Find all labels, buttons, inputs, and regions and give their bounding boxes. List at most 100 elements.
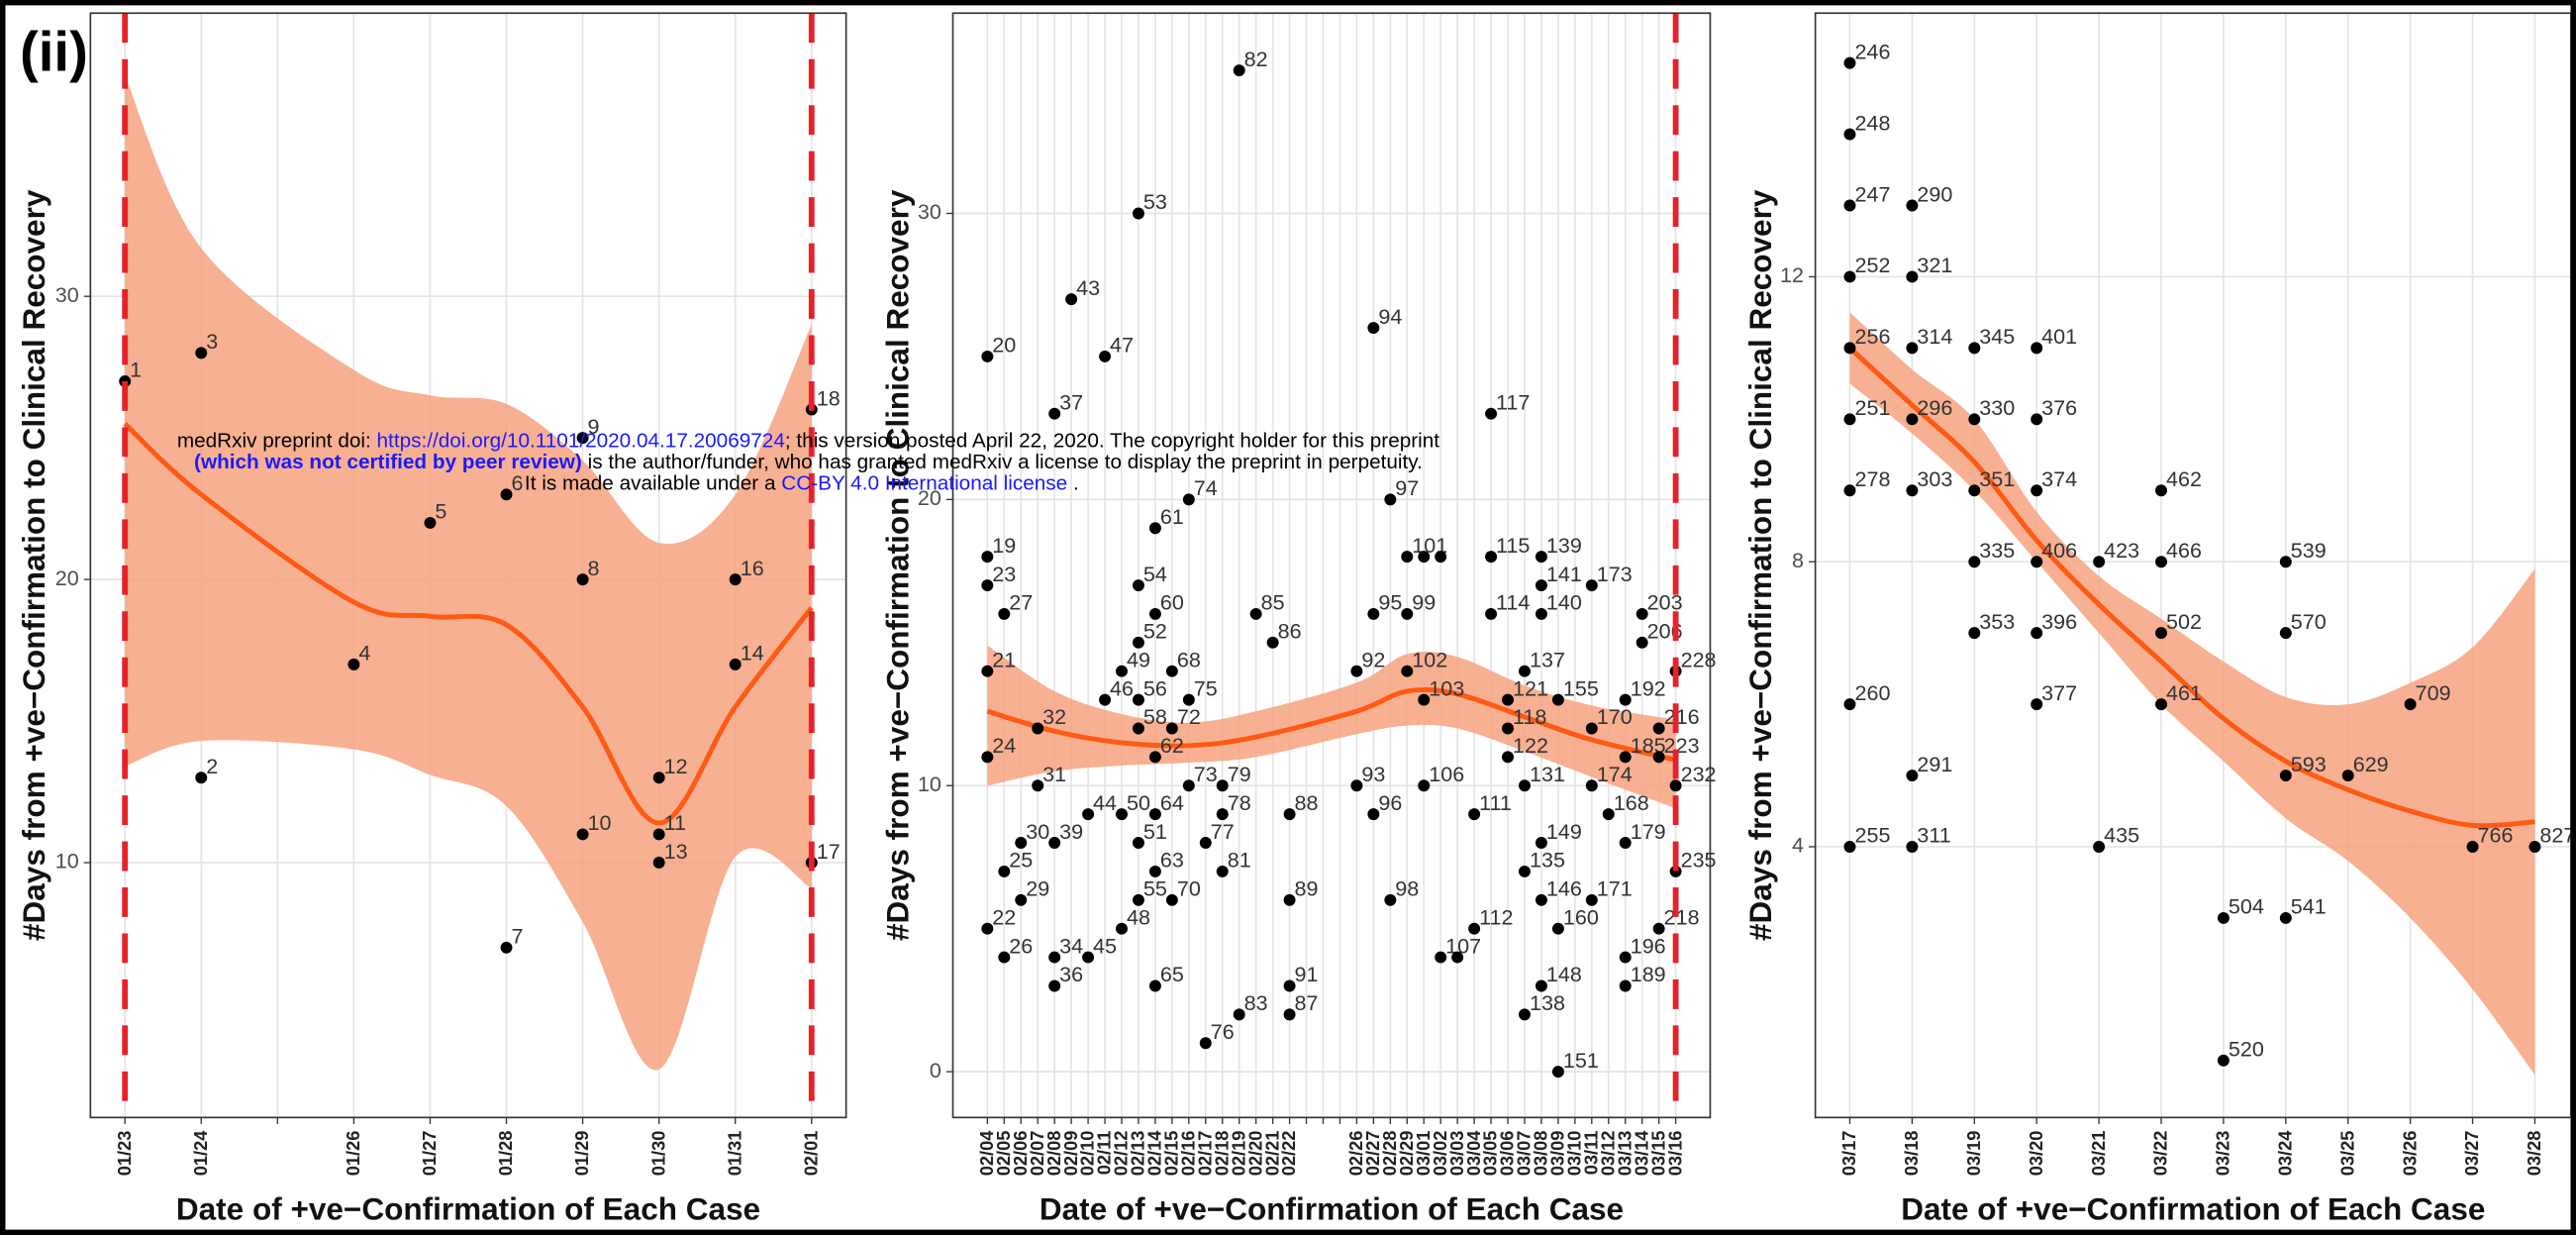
data-point bbox=[1165, 893, 1178, 906]
x-tick-label: 02/29 bbox=[1396, 1131, 1417, 1177]
point-label: 137 bbox=[1530, 647, 1565, 671]
x-tick-label: 01/29 bbox=[571, 1131, 592, 1177]
point-label: 52 bbox=[1143, 619, 1167, 644]
x-tick-label: 03/02 bbox=[1430, 1131, 1450, 1177]
point-label: 252 bbox=[1854, 253, 1890, 277]
point-label: 256 bbox=[1854, 324, 1890, 349]
point-label: 541 bbox=[2291, 894, 2327, 919]
x-tick-label: 02/09 bbox=[1060, 1131, 1081, 1177]
point-label: 216 bbox=[1664, 704, 1700, 729]
data-point bbox=[1485, 607, 1498, 620]
point-label: 5 bbox=[435, 499, 446, 524]
data-point bbox=[1669, 865, 1682, 877]
watermark-line: medRxiv preprint doi: https://doi.org/10… bbox=[177, 430, 1439, 453]
data-point bbox=[1132, 636, 1144, 649]
point-label: 58 bbox=[1143, 704, 1167, 729]
x-tick-label: 01/28 bbox=[495, 1131, 516, 1177]
confidence-band bbox=[987, 645, 1676, 809]
data-point bbox=[2217, 911, 2229, 924]
data-point bbox=[1843, 484, 1856, 497]
data-point bbox=[1367, 808, 1380, 821]
point-label: 30 bbox=[1026, 819, 1049, 844]
watermark-link[interactable]: CC-BY 4.0 International license bbox=[781, 472, 1067, 495]
data-point bbox=[729, 573, 742, 586]
point-label: 45 bbox=[1093, 933, 1117, 958]
point-label: 102 bbox=[1412, 647, 1447, 671]
data-point bbox=[1401, 607, 1414, 620]
panels: 01/23 01/24 01/26 01/27 01/28 01/29 01/30 01/31… bbox=[16, 12, 2575, 1226]
data-point bbox=[1148, 979, 1161, 992]
data-point bbox=[1968, 484, 1981, 497]
point-label: 2 bbox=[206, 754, 218, 778]
point-label: 345 bbox=[1979, 324, 2015, 349]
point-label: 50 bbox=[1127, 790, 1150, 815]
point-label: 36 bbox=[1059, 962, 1083, 986]
watermark-line: It is made available under a CC-BY 4.0 I… bbox=[525, 472, 1079, 495]
x-axis-title: Date of +ve−Confirmation of Each Case bbox=[176, 1190, 760, 1226]
y-axis-title: #Days from +ve−Confirmation to Clinical … bbox=[16, 189, 51, 941]
data-point bbox=[1619, 751, 1632, 764]
data-point bbox=[1048, 979, 1061, 992]
point-label: 74 bbox=[1194, 475, 1218, 500]
x-tick-label: 03/13 bbox=[1614, 1131, 1635, 1177]
point-label: 37 bbox=[1059, 389, 1083, 414]
data-point bbox=[1502, 722, 1515, 735]
point-label: 149 bbox=[1546, 819, 1582, 844]
data-point bbox=[1451, 951, 1464, 964]
x-tick-label: 02/13 bbox=[1128, 1131, 1148, 1177]
point-label: 131 bbox=[1530, 762, 1565, 786]
x-tick-label: 03/26 bbox=[2399, 1131, 2420, 1177]
data-point bbox=[195, 772, 208, 784]
data-point bbox=[1652, 922, 1665, 935]
data-point bbox=[1401, 551, 1414, 564]
point-label: 1 bbox=[130, 358, 142, 382]
x-tick-label: 01/30 bbox=[647, 1131, 668, 1177]
x-tick-label: 02/06 bbox=[1010, 1131, 1031, 1177]
point-label: 65 bbox=[1160, 962, 1184, 986]
data-point bbox=[1519, 865, 1531, 877]
data-point bbox=[1843, 841, 1856, 853]
point-label: 87 bbox=[1295, 990, 1319, 1015]
data-point bbox=[1435, 551, 1447, 564]
data-point bbox=[1233, 64, 1245, 77]
x-tick-label: 02/18 bbox=[1211, 1131, 1232, 1177]
point-label: 98 bbox=[1395, 876, 1419, 901]
point-label: 174 bbox=[1597, 762, 1633, 786]
y-tick-label: 10 bbox=[918, 772, 941, 796]
point-label: 114 bbox=[1496, 590, 1530, 615]
point-label: 246 bbox=[1854, 39, 1890, 63]
data-point bbox=[981, 665, 994, 677]
data-point bbox=[1418, 693, 1431, 706]
y-tick-label: 10 bbox=[55, 849, 79, 874]
point-label: 330 bbox=[1979, 395, 2015, 420]
data-point bbox=[2341, 770, 2354, 782]
point-label: 335 bbox=[1979, 538, 2015, 563]
point-label: 107 bbox=[1445, 933, 1481, 958]
point-label: 248 bbox=[1854, 110, 1890, 135]
point-label: 278 bbox=[1854, 466, 1890, 491]
data-point bbox=[2279, 911, 2292, 924]
x-tick-label: 03/10 bbox=[1564, 1131, 1585, 1177]
data-point bbox=[2093, 556, 2106, 568]
point-label: 89 bbox=[1295, 876, 1319, 901]
data-point bbox=[1182, 493, 1195, 506]
data-point bbox=[1048, 837, 1061, 850]
data-point bbox=[1535, 893, 1547, 906]
data-point bbox=[1843, 342, 1856, 355]
data-point bbox=[1418, 779, 1431, 792]
x-tick-label: 03/16 bbox=[1664, 1131, 1685, 1177]
data-point bbox=[1519, 1008, 1531, 1021]
point-label: 76 bbox=[1211, 1019, 1235, 1044]
x-tick-label: 02/27 bbox=[1362, 1131, 1383, 1177]
data-point bbox=[1843, 413, 1856, 426]
point-label: 8 bbox=[588, 556, 600, 580]
point-label: 629 bbox=[2353, 752, 2389, 776]
point-label: 86 bbox=[1278, 619, 1302, 644]
data-point bbox=[1535, 551, 1547, 564]
point-label: 260 bbox=[1854, 680, 1890, 705]
data-point bbox=[1199, 837, 1212, 850]
watermark-link[interactable]: https://doi.org/10.1101/2020.04.17.20069… bbox=[377, 430, 785, 453]
y-tick-label: 8 bbox=[1792, 548, 1804, 572]
x-tick-label: 01/24 bbox=[190, 1130, 211, 1177]
